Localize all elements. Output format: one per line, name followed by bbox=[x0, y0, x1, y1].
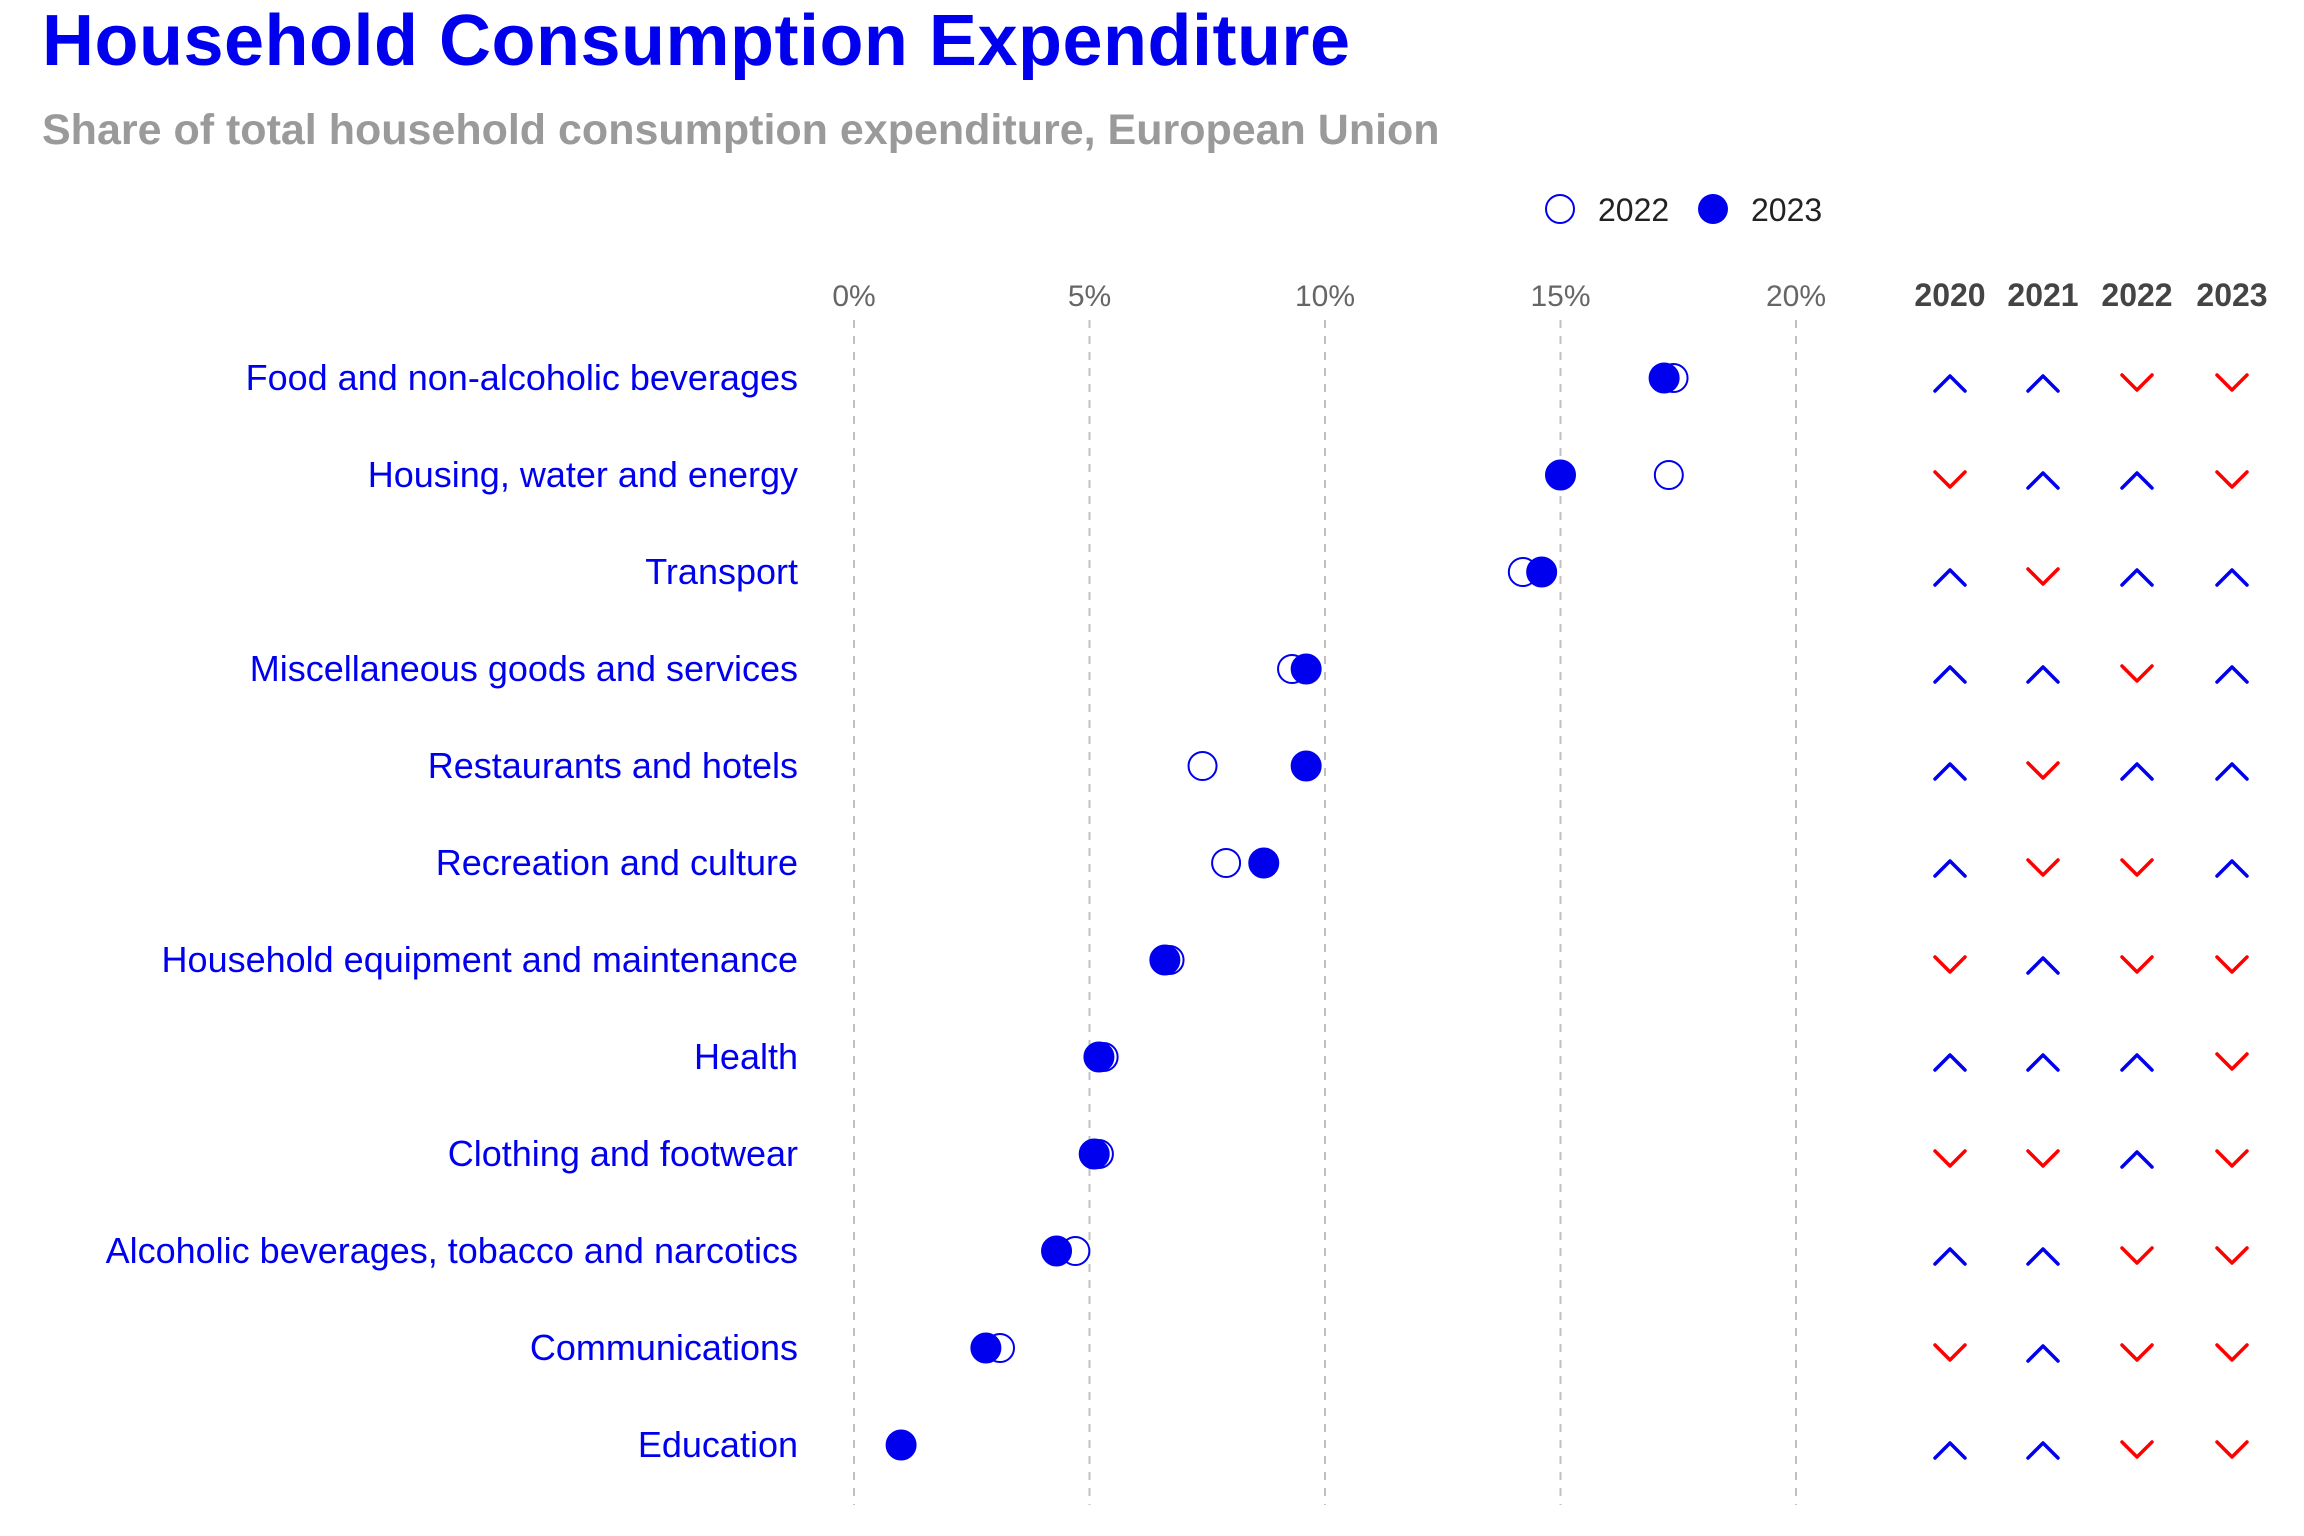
point-2023 bbox=[1042, 1236, 1072, 1266]
chevron-up-icon bbox=[1935, 861, 1965, 876]
chevron-down-icon bbox=[2028, 1151, 2058, 1166]
trend-year-header: 2023 bbox=[2196, 277, 2267, 313]
point-2023 bbox=[1649, 363, 1679, 393]
chevron-up-icon bbox=[2122, 473, 2152, 488]
trend-year-header: 2022 bbox=[2101, 277, 2172, 313]
chevron-up-icon bbox=[2028, 1249, 2058, 1264]
chevron-up-icon bbox=[1935, 376, 1965, 391]
chevron-down-icon bbox=[2122, 1345, 2152, 1360]
chevron-down-icon bbox=[2028, 569, 2058, 584]
chevron-up-icon bbox=[2028, 1055, 2058, 1070]
x-tick-label: 10% bbox=[1295, 280, 1355, 313]
x-tick-label: 20% bbox=[1766, 280, 1826, 313]
chevron-up-icon bbox=[2217, 570, 2247, 585]
legend-marker-2023 bbox=[1698, 194, 1728, 224]
chevron-up-icon bbox=[2217, 764, 2247, 779]
chevron-up-icon bbox=[2028, 473, 2058, 488]
trend-year-header: 2021 bbox=[2007, 277, 2078, 313]
category-label: Alcoholic beverages, tobacco and narcoti… bbox=[106, 1230, 798, 1271]
data-points bbox=[886, 363, 1687, 1460]
chevron-down-icon bbox=[2217, 957, 2247, 972]
point-2023 bbox=[1291, 654, 1321, 684]
chevron-up-icon bbox=[2028, 1443, 2058, 1458]
category-label: Household equipment and maintenance bbox=[162, 939, 798, 980]
chevron-down-icon bbox=[2122, 375, 2152, 390]
point-2023 bbox=[886, 1430, 916, 1460]
chevron-up-icon bbox=[1935, 667, 1965, 682]
chevron-up-icon bbox=[2028, 1346, 2058, 1361]
chevron-down-icon bbox=[2217, 375, 2247, 390]
gridlines bbox=[854, 320, 1796, 1505]
legend-label-2022: 2022 bbox=[1598, 192, 1669, 228]
category-labels: Food and non-alcoholic beverages Housing,… bbox=[106, 357, 798, 1465]
chevron-up-icon bbox=[2217, 861, 2247, 876]
chevron-down-icon bbox=[1935, 957, 1965, 972]
chevron-up-icon bbox=[2028, 667, 2058, 682]
chevron-down-icon bbox=[2122, 957, 2152, 972]
category-label: Communications bbox=[530, 1327, 798, 1368]
legend-label-2023: 2023 bbox=[1751, 192, 1822, 228]
category-label: Food and non-alcoholic beverages bbox=[246, 357, 798, 398]
category-label: Transport bbox=[645, 551, 798, 592]
point-2023 bbox=[1291, 751, 1321, 781]
chevron-down-icon bbox=[1935, 1345, 1965, 1360]
chevron-down-icon bbox=[2122, 666, 2152, 681]
point-2023 bbox=[971, 1333, 1001, 1363]
chevron-up-icon bbox=[1935, 1249, 1965, 1264]
point-2022 bbox=[1212, 849, 1240, 877]
chevron-up-icon bbox=[2028, 376, 2058, 391]
chevron-down-icon bbox=[2217, 1248, 2247, 1263]
category-label: Clothing and footwear bbox=[448, 1133, 798, 1174]
chevron-up-icon bbox=[2122, 570, 2152, 585]
legend: 2022 2023 bbox=[1546, 192, 1822, 228]
legend-marker-2022 bbox=[1546, 195, 1574, 223]
category-label: Recreation and culture bbox=[436, 842, 798, 883]
x-tick-label: 5% bbox=[1068, 280, 1111, 313]
trend-year-header: 2020 bbox=[1914, 277, 1985, 313]
chevron-down-icon bbox=[2122, 1248, 2152, 1263]
chevron-up-icon bbox=[2122, 1055, 2152, 1070]
chevron-down-icon bbox=[2217, 1054, 2247, 1069]
chevron-down-icon bbox=[2217, 472, 2247, 487]
chevron-up-icon bbox=[2217, 667, 2247, 682]
trend-indicators: 2020 2021 2022 2023 bbox=[1914, 277, 2267, 1458]
category-label: Housing, water and energy bbox=[368, 454, 798, 495]
chevron-up-icon bbox=[2028, 958, 2058, 973]
chevron-down-icon bbox=[1935, 472, 1965, 487]
chevron-down-icon bbox=[1935, 1151, 1965, 1166]
point-2022 bbox=[1189, 752, 1217, 780]
chevron-down-icon bbox=[2028, 860, 2058, 875]
point-2023 bbox=[1079, 1139, 1109, 1169]
chevron-down-icon bbox=[2217, 1151, 2247, 1166]
category-label: Health bbox=[694, 1036, 798, 1077]
chevron-up-icon bbox=[1935, 570, 1965, 585]
point-2023 bbox=[1150, 945, 1180, 975]
category-label: Restaurants and hotels bbox=[428, 745, 798, 786]
chevron-down-icon bbox=[2028, 763, 2058, 778]
point-2022 bbox=[1655, 461, 1683, 489]
point-2023 bbox=[1527, 557, 1557, 587]
category-label: Miscellaneous goods and services bbox=[250, 648, 798, 689]
chevron-up-icon bbox=[1935, 1055, 1965, 1070]
chevron-up-icon bbox=[2122, 1152, 2152, 1167]
point-2023 bbox=[1546, 460, 1576, 490]
chevron-up-icon bbox=[1935, 1443, 1965, 1458]
point-2023 bbox=[1084, 1042, 1114, 1072]
chevron-down-icon bbox=[2122, 1442, 2152, 1457]
x-tick-label: 0% bbox=[832, 280, 875, 313]
chevron-up-icon bbox=[2122, 764, 2152, 779]
category-label: Education bbox=[638, 1424, 798, 1465]
chevron-up-icon bbox=[1935, 764, 1965, 779]
chevron-down-icon bbox=[2122, 860, 2152, 875]
chevron-down-icon bbox=[2217, 1442, 2247, 1457]
chevron-down-icon bbox=[2217, 1345, 2247, 1360]
x-axis-ticks: 0% 5% 10% 15% 20% bbox=[832, 280, 1826, 313]
point-2023 bbox=[1249, 848, 1279, 878]
x-tick-label: 15% bbox=[1530, 280, 1590, 313]
